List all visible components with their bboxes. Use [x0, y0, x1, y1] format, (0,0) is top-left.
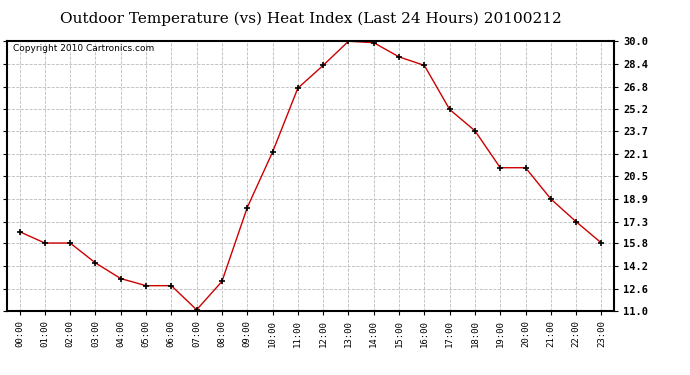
Text: Outdoor Temperature (vs) Heat Index (Last 24 Hours) 20100212: Outdoor Temperature (vs) Heat Index (Las… — [59, 11, 562, 26]
Text: Copyright 2010 Cartronics.com: Copyright 2010 Cartronics.com — [13, 44, 155, 53]
